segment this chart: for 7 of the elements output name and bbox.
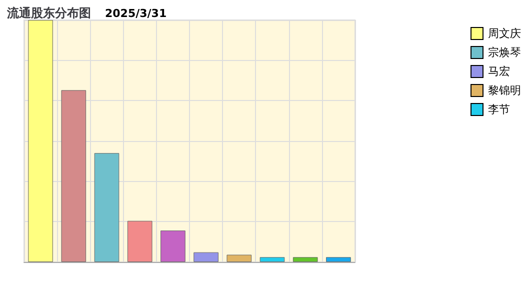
- legend-label: 马宏: [488, 65, 510, 78]
- legend-label: 黎锦明: [488, 84, 521, 97]
- chart-title: 流通股东分布图: [6, 6, 91, 20]
- legend-label: 李节: [488, 103, 510, 116]
- chart-subtitle: 2025/3/31: [105, 7, 167, 20]
- legend-label: 宗焕琴: [488, 46, 521, 59]
- legend-label: 周文庆: [488, 27, 521, 40]
